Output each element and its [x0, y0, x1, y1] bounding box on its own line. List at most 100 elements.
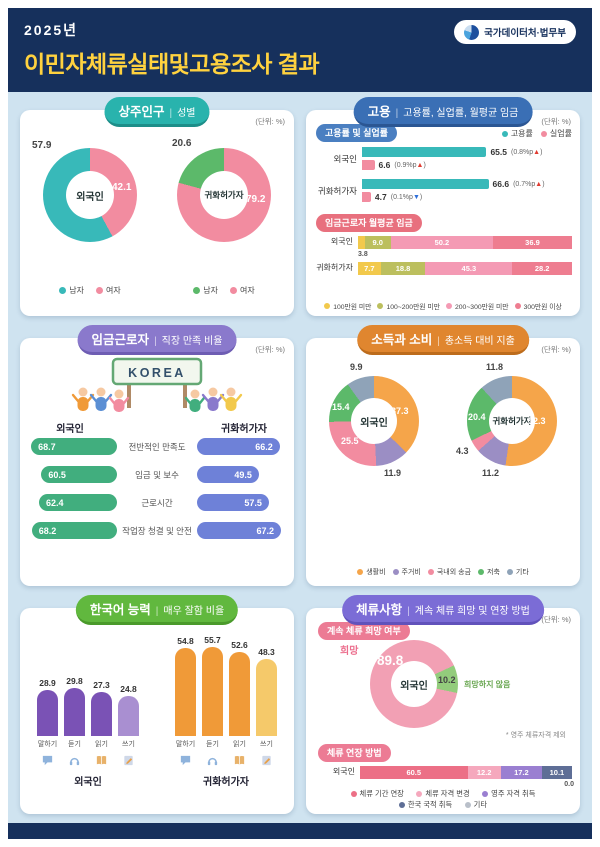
segment-value: 25.5 [341, 436, 359, 446]
legend-label: 실업률 [549, 129, 572, 138]
donut-center-label: 외국인 [76, 191, 104, 203]
category-label: 읽기 [95, 741, 108, 748]
legend-row: 한국 국적 취득 기타 [306, 799, 580, 810]
bar-change-note: (0.1%p▼) [390, 193, 423, 201]
bar-segment: 9.0 [364, 236, 391, 249]
segment-value: 11.9 [384, 468, 402, 478]
legend-item: 영주 자격 취득 [482, 789, 535, 799]
employment-legend: 고용률 실업률 [501, 128, 572, 139]
segment-value: 20.4 [468, 412, 486, 422]
writing-icon [256, 754, 277, 767]
bar-reading: 27.3 [91, 680, 112, 736]
donut-ring: 귀화허가자 [467, 376, 557, 466]
male-share-value: 57.9 [32, 140, 52, 151]
korean-subtitle: 매우 잘함 비율 [163, 606, 225, 617]
bar-reading: 52.6 [229, 640, 250, 736]
gender-legend: 남자 여자 [162, 285, 286, 296]
employment-badge: 고용 | 고용률, 실업률, 월평균 임금 [353, 97, 533, 127]
stay-badge: 체류사항 | 계속 체류 희망 및 연장 방법 [342, 595, 544, 625]
bar-value: 28.9 [39, 677, 56, 688]
footnote: * 영주 체류자격 제외 [505, 732, 566, 739]
bar-speaking: 28.9 [37, 678, 58, 736]
legend-label: 여자 [240, 286, 255, 295]
legend-item: 남자 [193, 285, 218, 296]
legend-dot [540, 130, 547, 137]
bar-segment: 50.2 [390, 236, 493, 249]
category-label: 쓰기 [260, 741, 273, 748]
legend-item: 생활비 [357, 567, 386, 577]
reading-icon [91, 754, 112, 767]
male-share-value: 20.6 [172, 138, 192, 149]
legend-item: 남자 [59, 285, 84, 296]
panel-stay: 체류사항 | 계속 체류 희망 및 연장 방법 (단위: %) 계속 체류 희망 여… [306, 595, 580, 814]
legend-item: 국내외 송금 [427, 567, 471, 577]
panels-grid: 상주인구 | 성별 (단위: %) 외국인 57.9 42.1 남자 여자 [8, 92, 592, 814]
segment-value: 11.8 [486, 362, 504, 372]
bar-value: 48.3 [258, 646, 275, 657]
report-year: 2025년 [24, 22, 79, 38]
legend-item: 100~200만원 미만 [377, 301, 440, 311]
segment-value: 36.9 [525, 238, 540, 247]
bar-speaking: 54.8 [175, 636, 196, 736]
satisfaction-row: 68.7 전반적인 만족도 66.2 [23, 438, 291, 455]
income-donuts: 외국인 9.9 37.3 11.9 25.5 15.4 귀화허가자 11.8 5… [306, 360, 580, 490]
korean-bar-groups: 28.9 29.8 27.3 24.8 말하기 듣기 읽기 쓰기 [20, 608, 294, 788]
wage-row-naturalized: 귀화허가자 7.7 18.8 45.3 28.2 [314, 262, 572, 275]
donut-ring: 귀화허가자 [177, 148, 271, 242]
category-label: 쓰기 [122, 741, 135, 748]
legend-dot [230, 287, 237, 294]
legend-dot [482, 791, 489, 797]
wage-row-foreigner: 외국인 9.0 50.2 36.9 3.8 [314, 236, 572, 258]
nohope-label: 희망하지 않음 [464, 680, 511, 689]
bar-naturalized: 66.2 [197, 438, 280, 455]
employment-row-foreigner: 외국인 65.5 (0.8%p▲) 6.6 (0.9%p▲) [314, 147, 576, 170]
column-header-spacer [117, 420, 197, 435]
bar-segment: 10.1 [541, 766, 572, 779]
legend-dot [193, 287, 201, 294]
income-title: 소득과 소비 [371, 333, 433, 347]
spending-donut-naturalized: 귀화허가자 11.8 52.3 11.2 4.3 20.4 [446, 360, 578, 490]
legend-label: 남자 [203, 286, 218, 295]
change-arrow-icon: ▲ [416, 161, 424, 169]
satisfaction-title: 임금근로자 [91, 333, 150, 347]
unit-label: (단위: %) [541, 615, 571, 624]
legend-label: 고용률 [510, 129, 533, 138]
segment-value: 37.3 [391, 406, 409, 416]
employment-title: 고용 [367, 105, 391, 119]
stay-hope-section-label: 계속 체류 희망 여부 [318, 622, 410, 640]
bar-listening: 29.8 [64, 676, 85, 736]
population-subtitle: 성별 [177, 108, 196, 119]
donut-center-label: 외국인 [360, 417, 388, 429]
agency-name: 국가데이터처·법무부 [484, 28, 566, 39]
bar-value: 57.5 [244, 497, 262, 508]
bar-foreigner: 68.7 [31, 438, 117, 455]
unemployment-rate-bar: 6.6 (0.9%p▲) [362, 160, 576, 170]
legend-item: 300만원 이상 [514, 301, 562, 311]
bar-value: 52.6 [231, 639, 248, 650]
badge-divider: | [155, 606, 159, 617]
bar-naturalized: 57.5 [197, 494, 269, 511]
nohope-value: 10.2 [438, 675, 456, 685]
bar-value: 55.7 [204, 634, 221, 645]
legend-dot [377, 303, 384, 309]
stay-title: 체류사항 [356, 603, 403, 617]
bar-segment: 18.8 [380, 262, 426, 275]
bar-value: 54.8 [177, 636, 194, 647]
panel-employment: 고용 | 고용률, 실업률, 월평균 임금 (단위: %) 고용률 및 실업률 고용… [306, 97, 580, 316]
category-label: 읽기 [233, 741, 246, 748]
employment-rate-bar: 65.5 (0.8%p▲) [362, 147, 576, 157]
bar-writing: 48.3 [256, 647, 277, 736]
bar-value: 68.2 [38, 525, 57, 536]
legend-label: 저축 [487, 569, 500, 576]
category-labels: 말하기 듣기 읽기 쓰기 [169, 739, 283, 749]
income-badge: 소득과 소비 | 총소득 대비 지출 [357, 325, 529, 355]
legend-item: 여자 [230, 285, 255, 296]
page-footer [8, 823, 592, 839]
employment-subtitle: 고용률, 실업률, 월평균 임금 [403, 108, 519, 119]
bar-value: 27.3 [93, 680, 110, 691]
wage-rows: 외국인 9.0 50.2 36.9 3.8 귀화허가자 7.7 18.8 45.… [314, 236, 572, 288]
hope-label: 희망 [340, 646, 359, 657]
legend-dot [501, 130, 508, 137]
row-label: 귀화허가자 [316, 263, 353, 273]
